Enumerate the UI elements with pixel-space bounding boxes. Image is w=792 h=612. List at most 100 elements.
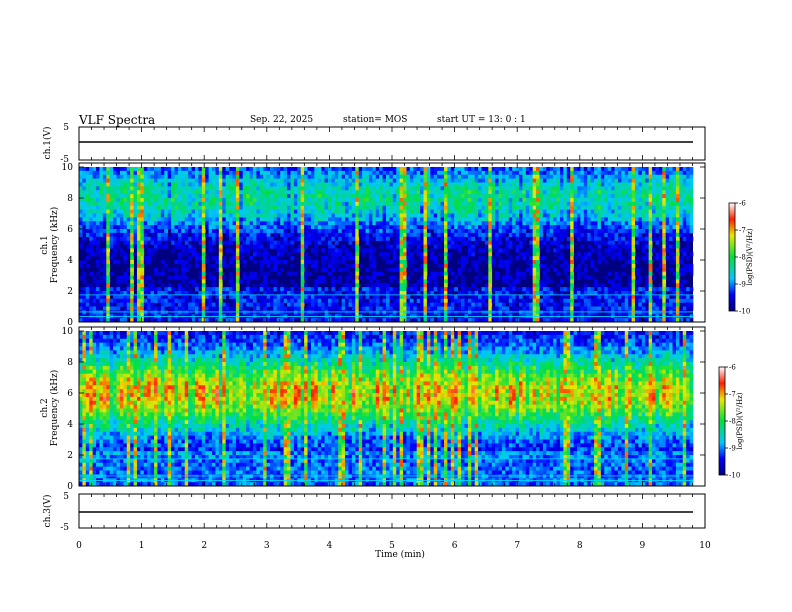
spectrogram-cell xyxy=(464,217,469,222)
spectrogram-cell xyxy=(140,260,145,265)
spectrogram-cell xyxy=(481,205,486,210)
spectrogram-cell xyxy=(450,236,455,241)
spectrogram-cell xyxy=(351,229,356,234)
spectrogram-cell xyxy=(570,291,574,296)
spectrogram-cell xyxy=(556,221,561,226)
spectrogram-cell xyxy=(160,271,165,276)
spectrogram-cell xyxy=(205,291,209,296)
spectrogram-cell xyxy=(409,232,414,238)
spectrogram-cell xyxy=(420,240,424,245)
spectrogram-cell xyxy=(201,232,206,238)
spectrogram-cell xyxy=(201,221,206,226)
spectrogram-cell xyxy=(546,244,551,249)
spectrogram-cell xyxy=(454,310,458,315)
spectrogram-cell xyxy=(484,217,489,222)
spectrogram-cell xyxy=(232,236,237,241)
spectrogram-cell xyxy=(519,167,523,172)
spectrogram-cell xyxy=(96,209,100,214)
spectrogram-cell xyxy=(474,174,479,179)
ch1-ytick-bottom: -5 xyxy=(60,155,69,165)
spectrogram-cell xyxy=(266,240,271,245)
spectrogram-cell xyxy=(208,248,213,253)
spectrogram-cell xyxy=(119,232,124,238)
spectrogram-cell xyxy=(491,194,496,199)
spectrogram-cell xyxy=(99,318,104,323)
spectrogram-cell xyxy=(317,190,322,195)
spectrogram-cell xyxy=(566,213,571,218)
spectrogram-cell xyxy=(474,267,479,272)
spectrogram-cell xyxy=(164,205,169,210)
spectrogram-cell xyxy=(123,298,128,303)
spectrogram-cell xyxy=(270,186,274,191)
spectrogram-cell xyxy=(232,170,237,176)
spectrogram-cell xyxy=(372,221,377,226)
spectrogram-cell xyxy=(341,298,346,303)
spectrogram-cell xyxy=(529,201,534,207)
spectrogram-cell xyxy=(194,310,199,315)
spectrogram-cell xyxy=(365,283,370,288)
spectrogram-cell xyxy=(259,217,264,222)
spectrogram-cell xyxy=(409,244,414,249)
spectrogram-cell xyxy=(478,170,482,176)
spectrogram-cell xyxy=(348,302,353,307)
spectrogram-cell xyxy=(382,198,387,203)
spectrogram-cell xyxy=(106,260,111,265)
spectrogram-cell xyxy=(348,298,353,303)
spectrogram-cell xyxy=(181,209,186,214)
spectrogram-cell xyxy=(252,298,257,303)
spectrogram-cell xyxy=(403,205,407,210)
spectrogram-cell xyxy=(430,209,435,214)
spectrogram-cell xyxy=(140,252,145,257)
spectrogram-cell xyxy=(297,217,302,222)
spectrogram-cell xyxy=(92,287,97,292)
spectrogram-cell xyxy=(96,201,100,207)
spectrogram-cell xyxy=(252,310,257,315)
spectrogram-cell xyxy=(454,217,458,222)
spectrogram-cell xyxy=(89,213,93,218)
spectrogram-cell xyxy=(177,291,182,296)
spectrogram-cell xyxy=(314,167,319,172)
spectrogram-cell xyxy=(235,190,240,195)
spectrogram-cell xyxy=(256,182,261,187)
spectrogram-cell xyxy=(300,232,305,238)
spectrogram-cell xyxy=(225,201,230,207)
spectrogram-cell xyxy=(150,209,155,214)
spectrogram-cell xyxy=(443,236,448,241)
spectrogram-cell xyxy=(372,256,377,261)
spectrogram-cell xyxy=(334,298,339,303)
spectrogram-cell xyxy=(420,306,424,311)
spectrogram-cell xyxy=(403,201,407,207)
spectrogram-cell xyxy=(218,263,223,269)
spectrogram-cell xyxy=(542,186,547,191)
spectrogram-cell xyxy=(106,252,111,257)
spectrogram-cell xyxy=(457,306,462,311)
spectrogram-cell xyxy=(501,294,506,300)
spectrogram-cell xyxy=(119,248,124,253)
spectrogram-cell xyxy=(304,170,308,176)
spectrogram-cell xyxy=(249,302,254,307)
spectrogram-cell xyxy=(553,236,557,241)
spectrogram-cell xyxy=(246,190,250,195)
spectrogram-cell xyxy=(549,298,554,303)
spectrogram-cell xyxy=(290,205,295,210)
spectrogram-cell xyxy=(276,167,281,172)
spectrogram-cell xyxy=(167,167,172,172)
spectrogram-cell xyxy=(126,209,131,214)
spectrogram-cell xyxy=(293,306,298,311)
spectrogram-cell xyxy=(256,306,261,311)
spectrogram-cell xyxy=(382,256,387,261)
spectrogram-cell xyxy=(194,232,199,238)
spectrogram-cell xyxy=(457,213,462,218)
spectrogram-cell xyxy=(484,275,489,280)
spectrogram-cell xyxy=(358,194,363,199)
spectrogram-cell xyxy=(242,190,247,195)
spectrogram-cell xyxy=(355,302,360,307)
spectrogram-cell xyxy=(525,182,530,187)
spectrogram-cell xyxy=(440,221,445,226)
spectrogram-cell xyxy=(542,194,547,199)
spectrogram-cell xyxy=(461,275,465,280)
spectrogram-cell xyxy=(440,178,445,183)
spectrogram-cell xyxy=(304,229,308,234)
spectrogram-cell xyxy=(536,310,540,315)
spectrogram-cell xyxy=(246,287,250,292)
